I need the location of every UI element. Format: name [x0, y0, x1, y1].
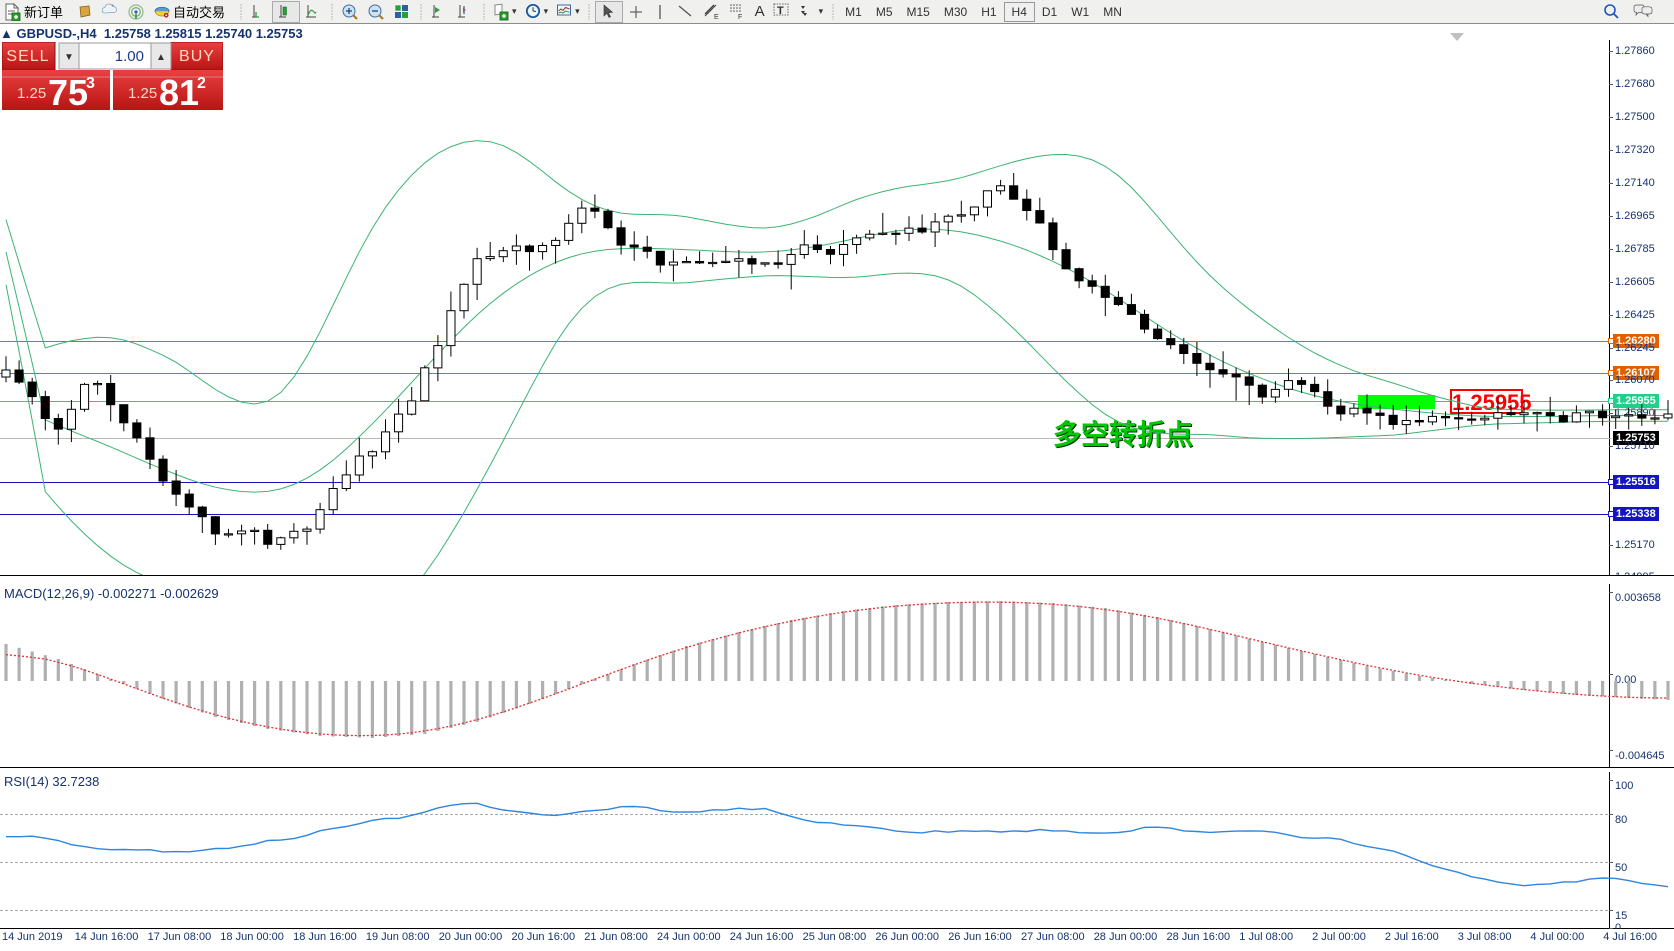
svg-text:2: 2: [197, 75, 206, 92]
svg-text:1.25: 1.25: [128, 85, 157, 102]
svg-text:3: 3: [86, 75, 95, 92]
svg-text:BUY: BUY: [179, 48, 215, 65]
svg-text:T: T: [777, 5, 784, 17]
svg-text:1.00: 1.00: [115, 48, 144, 65]
svg-text:SELL: SELL: [6, 48, 49, 65]
svg-text:▲: ▲: [156, 52, 166, 63]
svg-text:E: E: [714, 14, 719, 21]
svg-text:75: 75: [48, 72, 88, 110]
svg-text:81: 81: [159, 72, 199, 110]
svg-text:▼: ▼: [64, 52, 74, 63]
svg-text:F: F: [738, 14, 742, 21]
svg-text:1.25: 1.25: [17, 85, 46, 102]
